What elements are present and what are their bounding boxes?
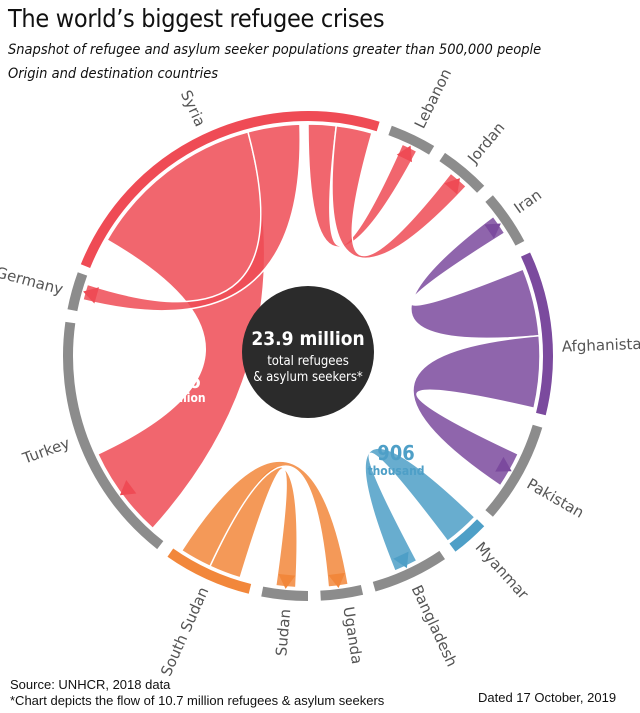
ring-arc-turkey <box>63 321 164 550</box>
arrow-icon-pakistan <box>495 456 512 472</box>
country-label-uganda: Uganda <box>339 605 366 665</box>
arrow-icon-germany <box>83 287 100 304</box>
chord-syria-to-turkey <box>96 130 266 530</box>
country-label-pakistan: Pakistan <box>524 475 587 522</box>
center-circle <box>242 286 374 418</box>
chord-myanmar-to-bangladesh <box>364 447 476 573</box>
footnote: *Chart depicts the flow of 10.7 million … <box>10 693 385 708</box>
ring-arc-iran <box>485 195 525 246</box>
chart-subtitle: Snapshot of refugee and asylum seeker po… <box>8 42 542 58</box>
syria-turkey-value: 3.6 <box>169 369 201 393</box>
country-label-south-sudan: South Sudan <box>157 584 212 679</box>
arrow-icon-lebanon <box>396 145 412 163</box>
country-label-afghanistan: Afghanistan <box>562 335 640 356</box>
chord-south-sudan-to-uganda <box>180 460 350 588</box>
myanmar-unit: thousand <box>367 464 424 478</box>
arrow-icon-jordan <box>444 178 460 195</box>
myanmar-value: 906 <box>377 441 415 465</box>
date-note: Dated 17 October, 2019 <box>478 690 617 705</box>
ring-arc-myanmar <box>449 519 485 552</box>
country-label-turkey: Turkey <box>19 434 72 468</box>
country-label-sudan: Sudan <box>272 608 294 657</box>
arrow-icon-bangladesh <box>393 551 409 569</box>
country-label-jordan: Jordan <box>463 119 508 168</box>
country-label-lebanon: Lebanon <box>411 66 455 132</box>
country-label-syria: Syria <box>177 87 209 129</box>
ring-arc-lebanon <box>388 125 435 155</box>
center-line1: total refugees <box>267 354 349 369</box>
source-note: Source: UNHCR, 2018 data <box>10 677 171 692</box>
chord-syria-to-germany <box>81 123 301 312</box>
center-line2: & asylum seekers* <box>253 370 363 385</box>
ring-arc-uganda <box>320 584 364 601</box>
ring-arc-jordan <box>439 152 485 193</box>
country-label-myanmar: Myanmar <box>472 538 533 603</box>
country-label-bangladesh: Bangladesh <box>408 582 461 669</box>
country-label-iran: Iran <box>511 186 545 218</box>
chart-title: The world’s biggest refugee crises <box>8 4 385 33</box>
ring-arc-pakistan <box>485 424 543 517</box>
ring-arc-bangladesh <box>372 550 446 592</box>
center-total: 23.9 million <box>251 328 364 350</box>
ring-arc-afghanistan <box>520 252 553 416</box>
ring-arc-south-sudan <box>167 548 252 594</box>
chord-afghanistan-to-pakistan <box>412 334 541 487</box>
ring-arc-sudan <box>261 586 309 601</box>
arrow-icon-turkey <box>119 479 137 496</box>
arrow-icon-sudan <box>278 574 296 589</box>
ring-arc-syria <box>80 111 380 268</box>
country-label-germany: Germany <box>0 263 65 298</box>
chart-subtitle-2: Origin and destination countries <box>8 66 219 82</box>
ring-arc-germany <box>67 272 88 312</box>
arrow-icon-uganda <box>328 572 346 588</box>
arrow-icon-iran <box>484 223 501 239</box>
syria-turkey-unit: million <box>164 391 205 405</box>
chord-syria-to-jordan <box>331 124 468 260</box>
